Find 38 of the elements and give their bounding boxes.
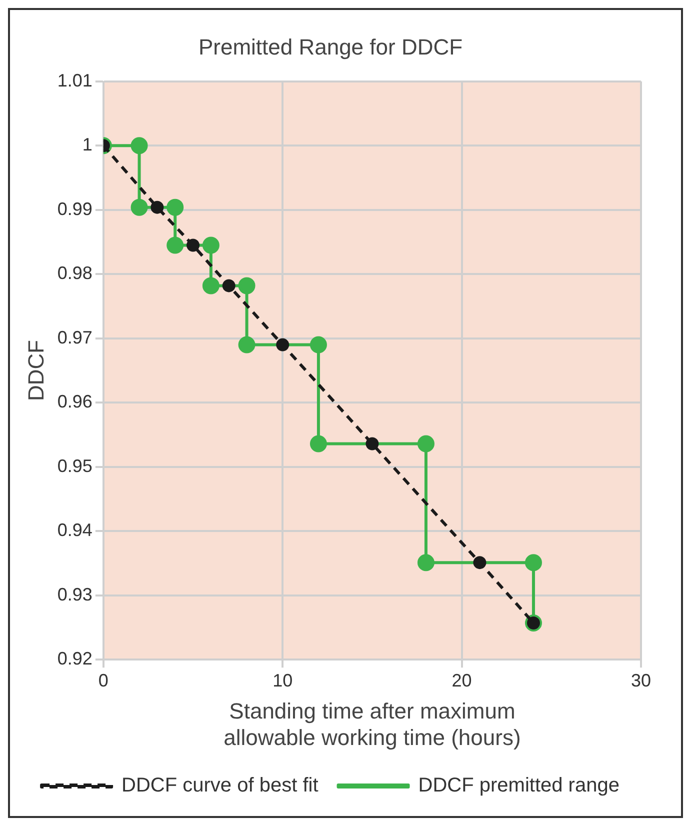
y-tick-label: 1.01 [57,70,92,90]
point [166,236,184,254]
point [222,279,236,292]
point [524,554,542,572]
point [238,277,256,294]
y-tick-label: 0.92 [57,648,92,669]
x-tick-label: 20 [452,670,472,690]
point [276,338,290,352]
point [310,336,327,354]
y-tick-label: 0.98 [57,263,92,284]
point [366,437,379,450]
x-tick-label: 30 [630,670,652,690]
point [417,435,434,452]
point [130,198,148,216]
point [202,277,220,294]
point [150,200,164,214]
point [473,556,486,570]
point [166,198,184,216]
y-tick-label: 0.93 [57,584,92,604]
x-tick-label: 0 [98,670,108,690]
y-axis-title: DDCF [23,340,48,402]
point [310,435,327,452]
chart-title: Premitted Range for DDCF [198,34,463,60]
y-tick-label: 0.94 [57,520,92,540]
y-tick-label: 0.99 [57,198,92,219]
x-axis-title: Standing time after maximum allowable working time (hours) [224,698,521,750]
x-tick-label: 10 [272,670,293,690]
point [417,554,434,572]
y-tick-label: 1 [82,134,92,155]
point [238,336,256,354]
y-tick-label: 0.95 [57,456,92,476]
point [130,137,148,154]
y-tick-label: 0.97 [57,327,92,348]
point [186,238,200,252]
y-tick-label: 0.96 [57,392,92,412]
point [202,236,220,254]
legend-label: DDCF premitted range [418,774,620,797]
legend-label: DDCF curve of best fit [122,774,319,797]
